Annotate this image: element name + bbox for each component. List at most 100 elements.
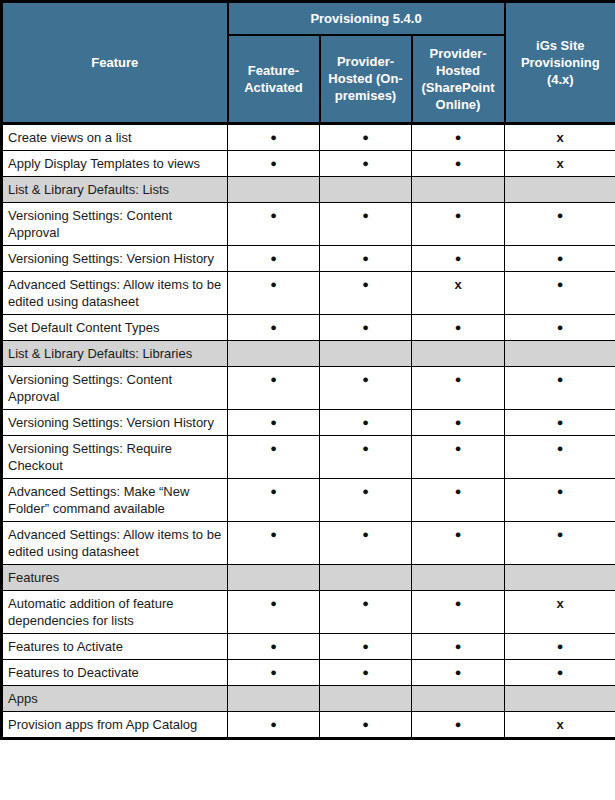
- supported-dot: ●: [228, 124, 320, 151]
- supported-dot: ●: [505, 436, 615, 479]
- section-empty-cell: [320, 565, 412, 591]
- sub-column-header-2: Provider-Hosted (SharePoint Online): [412, 35, 505, 124]
- feature-row: Provision apps from App Catalog●●●x: [2, 712, 615, 739]
- section-empty-cell: [412, 177, 505, 203]
- supported-dot: ●: [412, 124, 505, 151]
- supported-dot: ●: [228, 246, 320, 272]
- section-empty-cell: [228, 686, 320, 712]
- supported-dot: ●: [320, 203, 412, 246]
- supported-dot: ●: [228, 712, 320, 739]
- supported-dot: ●: [412, 315, 505, 341]
- feature-row: Versioning Settings: Content Approval●●●…: [2, 203, 615, 246]
- sub-column-header-0: Feature-Activated: [228, 35, 320, 124]
- feature-name: Versioning Settings: Version History: [2, 410, 228, 436]
- section-empty-cell: [412, 341, 505, 367]
- section-empty-cell: [228, 565, 320, 591]
- supported-dot: ●: [228, 591, 320, 634]
- supported-dot: ●: [228, 203, 320, 246]
- provisioning-group-header: Provisioning 5.4.0: [228, 2, 505, 35]
- section-title: List & Library Defaults: Libraries: [2, 341, 228, 367]
- supported-dot: ●: [412, 367, 505, 410]
- section-row: List & Library Defaults: Libraries: [2, 341, 615, 367]
- feature-name: Versioning Settings: Require Checkout: [2, 436, 228, 479]
- sub-column-header-1: Provider-Hosted (On-premises): [320, 35, 412, 124]
- supported-dot: ●: [412, 203, 505, 246]
- supported-dot: ●: [228, 634, 320, 660]
- supported-dot: ●: [320, 246, 412, 272]
- supported-dot: ●: [228, 315, 320, 341]
- not-supported-x: x: [505, 151, 615, 177]
- section-row: List & Library Defaults: Lists: [2, 177, 615, 203]
- supported-dot: ●: [412, 634, 505, 660]
- section-empty-cell: [412, 565, 505, 591]
- supported-dot: ●: [412, 591, 505, 634]
- not-supported-x: x: [505, 124, 615, 151]
- feature-row: Versioning Settings: Version History●●●●: [2, 246, 615, 272]
- supported-dot: ●: [320, 479, 412, 522]
- supported-dot: ●: [228, 367, 320, 410]
- section-empty-cell: [505, 177, 615, 203]
- feature-name: Provision apps from App Catalog: [2, 712, 228, 739]
- section-empty-cell: [320, 686, 412, 712]
- supported-dot: ●: [320, 410, 412, 436]
- supported-dot: ●: [505, 479, 615, 522]
- supported-dot: ●: [320, 634, 412, 660]
- section-empty-cell: [505, 565, 615, 591]
- section-title: Apps: [2, 686, 228, 712]
- feature-name: Advanced Settings: Allow items to be edi…: [2, 272, 228, 315]
- feature-name: Automatic addition of feature dependenci…: [2, 591, 228, 634]
- supported-dot: ●: [228, 660, 320, 686]
- feature-row: Advanced Settings: Allow items to be edi…: [2, 272, 615, 315]
- igs-site-provisioning-column-header: iGs Site Provisioning (4.x): [505, 2, 615, 124]
- not-supported-x: x: [505, 712, 615, 739]
- feature-row: Create views on a list●●●x: [2, 124, 615, 151]
- supported-dot: ●: [505, 315, 615, 341]
- supported-dot: ●: [228, 151, 320, 177]
- feature-row: Advanced Settings: Allow items to be edi…: [2, 522, 615, 565]
- supported-dot: ●: [228, 410, 320, 436]
- supported-dot: ●: [228, 479, 320, 522]
- supported-dot: ●: [320, 591, 412, 634]
- feature-row: Advanced Settings: Make “New Folder” com…: [2, 479, 615, 522]
- feature-name: Apply Display Templates to views: [2, 151, 228, 177]
- feature-name: Advanced Settings: Make “New Folder” com…: [2, 479, 228, 522]
- supported-dot: ●: [505, 522, 615, 565]
- supported-dot: ●: [320, 124, 412, 151]
- feature-row: Versioning Settings: Content Approval●●●…: [2, 367, 615, 410]
- supported-dot: ●: [505, 634, 615, 660]
- supported-dot: ●: [412, 712, 505, 739]
- feature-name: Versioning Settings: Version History: [2, 246, 228, 272]
- supported-dot: ●: [320, 436, 412, 479]
- section-empty-cell: [228, 177, 320, 203]
- supported-dot: ●: [412, 479, 505, 522]
- section-row: Apps: [2, 686, 615, 712]
- section-empty-cell: [505, 341, 615, 367]
- section-empty-cell: [320, 341, 412, 367]
- supported-dot: ●: [228, 436, 320, 479]
- feature-name: Versioning Settings: Content Approval: [2, 367, 228, 410]
- supported-dot: ●: [412, 151, 505, 177]
- header-row-group: Feature Provisioning 5.4.0 iGs Site Prov…: [2, 2, 615, 35]
- supported-dot: ●: [412, 410, 505, 436]
- supported-dot: ●: [505, 246, 615, 272]
- supported-dot: ●: [228, 272, 320, 315]
- feature-row: Versioning Settings: Require Checkout●●●…: [2, 436, 615, 479]
- feature-row: Features to Deactivate●●●●: [2, 660, 615, 686]
- supported-dot: ●: [320, 522, 412, 565]
- supported-dot: ●: [505, 203, 615, 246]
- supported-dot: ●: [228, 522, 320, 565]
- section-title: List & Library Defaults: Lists: [2, 177, 228, 203]
- section-empty-cell: [505, 686, 615, 712]
- section-row: Features: [2, 565, 615, 591]
- document-page: Feature Provisioning 5.4.0 iGs Site Prov…: [0, 0, 615, 800]
- supported-dot: ●: [412, 660, 505, 686]
- supported-dot: ●: [320, 272, 412, 315]
- feature-row: Versioning Settings: Version History●●●●: [2, 410, 615, 436]
- feature-row: Features to Activate●●●●: [2, 634, 615, 660]
- feature-name: Features to Deactivate: [2, 660, 228, 686]
- not-supported-x: x: [505, 591, 615, 634]
- supported-dot: ●: [505, 367, 615, 410]
- section-empty-cell: [412, 686, 505, 712]
- feature-row: Set Default Content Types●●●●: [2, 315, 615, 341]
- section-title: Features: [2, 565, 228, 591]
